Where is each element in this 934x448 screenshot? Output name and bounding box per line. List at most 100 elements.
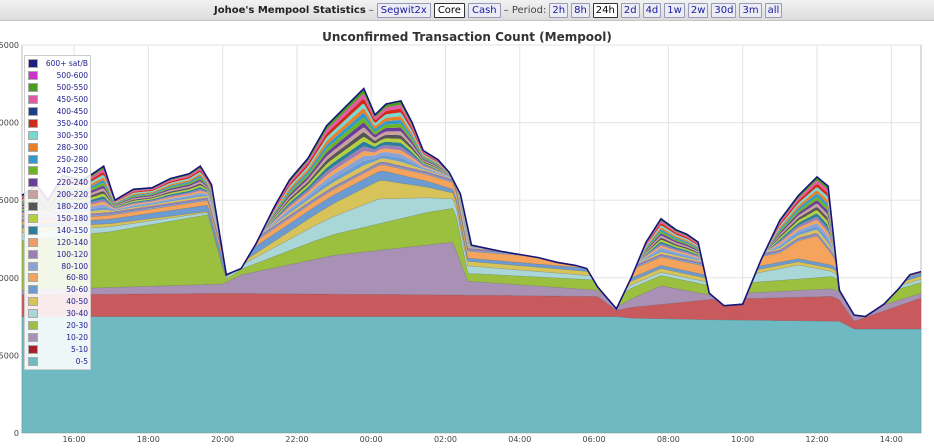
x-tick-label: 04:00 [508, 435, 531, 444]
legend-label: 250-280 [56, 154, 88, 164]
legend-label: 140-150 [56, 225, 88, 235]
legend-label: 600+ sat/B [45, 59, 88, 69]
legend-item: 0-5 [28, 355, 88, 367]
top-navigation-bar: Johoe's Mempool Statistics – Segwit2x Co… [0, 0, 934, 21]
x-tick-label: 16:00 [62, 435, 85, 444]
area-series-0-5 [21, 316, 922, 434]
legend-label: 0-5 [75, 356, 88, 366]
coin-button-cash[interactable]: Cash [467, 2, 501, 18]
mempool-chart: 16:00 18:00 20:00 22:00 00:00 02:00 04:00 06:00… [0, 41, 922, 444]
legend-label: 500-600 [56, 71, 88, 81]
legend-item: 60-80 [28, 272, 88, 284]
legend-swatch [28, 178, 38, 188]
legend-swatch [28, 130, 38, 140]
period-button-3m[interactable]: 3m [739, 2, 762, 18]
y-tick-label: 5000 [0, 351, 19, 360]
legend-label: 10-20 [66, 332, 88, 342]
x-tick-label: 12:00 [805, 435, 828, 444]
period-button-4d[interactable]: 4d [642, 2, 662, 18]
legend-item: 30-40 [28, 308, 88, 320]
x-tick-label: 06:00 [583, 435, 606, 444]
x-tick-label: 00:00 [360, 435, 383, 444]
legend-swatch [28, 154, 38, 164]
area-series-30-40 [21, 197, 922, 317]
legend-swatch [28, 237, 38, 247]
legend-swatch [28, 261, 38, 271]
period-button-2w[interactable]: 2w [687, 2, 709, 18]
legend-swatch [28, 249, 38, 259]
legend-item: 200-220 [28, 189, 88, 201]
legend-label: 50-60 [66, 285, 88, 295]
chart-legend: 600+ sat/B 500-600 500-550 450-500 400-450 35… [24, 55, 91, 371]
area-series-10-20 [21, 241, 922, 322]
coin-button-core[interactable]: Core [433, 2, 465, 18]
period-button-8h[interactable]: 8h [571, 2, 590, 18]
legend-label: 300-350 [56, 130, 88, 140]
period-button-2d[interactable]: 2d [620, 2, 640, 18]
legend-label: 150-180 [56, 214, 88, 224]
period-button-all[interactable]: all [764, 2, 783, 18]
x-tick-label: 18:00 [137, 435, 160, 444]
legend-label: 280-300 [56, 142, 88, 152]
legend-label: 240-250 [56, 166, 88, 176]
x-tick-label: 14:00 [880, 435, 903, 444]
legend-label: 20-30 [66, 321, 88, 331]
y-tick-label: 10000 [0, 274, 19, 283]
legend-swatch [28, 202, 38, 212]
legend-swatch [28, 309, 38, 319]
legend-item: 100-120 [28, 248, 88, 260]
legend-item: 20-30 [28, 320, 88, 332]
legend-swatch [28, 285, 38, 295]
legend-item: 350-400 [28, 117, 88, 129]
period-button-1w[interactable]: 1w [664, 2, 685, 18]
y-tick-label: 15000 [0, 196, 19, 205]
legend-swatch [28, 344, 38, 354]
legend-swatch [28, 166, 38, 176]
legend-swatch [28, 356, 38, 366]
legend-swatch [28, 297, 38, 307]
legend-item: 500-550 [28, 82, 88, 94]
period-button-2h[interactable]: 2h [549, 2, 569, 18]
legend-item: 5-10 [28, 343, 88, 355]
legend-item: 40-50 [28, 296, 88, 308]
y-tick-label: 0 [14, 429, 19, 438]
title-separator: – [368, 4, 374, 16]
period-button-30d[interactable]: 30d [711, 2, 737, 18]
legend-label: 60-80 [66, 273, 88, 283]
legend-item: 450-500 [28, 94, 88, 106]
legend-item: 140-150 [28, 224, 88, 236]
site-title: Johoe's Mempool Statistics [214, 4, 366, 16]
x-tick-label: 08:00 [657, 435, 680, 444]
legend-item: 220-240 [28, 177, 88, 189]
legend-swatch [28, 321, 38, 331]
top-navigation-content: Johoe's Mempool Statistics – Segwit2x Co… [214, 2, 783, 18]
legend-label: 500-550 [56, 83, 88, 93]
legend-item: 600+ sat/B [28, 58, 88, 70]
x-tick-label: 02:00 [434, 435, 457, 444]
legend-label: 5-10 [70, 344, 88, 354]
legend-label: 80-100 [61, 261, 88, 271]
legend-item: 10-20 [28, 331, 88, 343]
legend-item: 120-140 [28, 236, 88, 248]
legend-label: 120-140 [56, 237, 88, 247]
legend-label: 450-500 [56, 95, 88, 105]
legend-swatch [28, 332, 38, 342]
y-tick-label: 20000 [0, 119, 19, 128]
legend-swatch [28, 71, 38, 81]
coin-button-segwit2x[interactable]: Segwit2x [376, 2, 431, 18]
legend-swatch [28, 83, 38, 93]
legend-item: 150-180 [28, 213, 88, 225]
y-tick-label: 25000 [0, 41, 19, 50]
chart-title: Unconfirmed Transaction Count (Mempool) [322, 30, 612, 44]
period-button-24h[interactable]: 24h [592, 2, 618, 18]
series-line-600-plus [21, 87, 922, 318]
legend-item: 250-280 [28, 153, 88, 165]
legend-swatch [28, 59, 38, 69]
legend-label: 30-40 [66, 309, 88, 319]
legend-swatch [28, 225, 38, 235]
legend-swatch [28, 142, 38, 152]
legend-swatch [28, 190, 38, 200]
legend-label: 40-50 [66, 297, 88, 307]
legend-swatch [28, 107, 38, 116]
legend-swatch [28, 273, 38, 283]
